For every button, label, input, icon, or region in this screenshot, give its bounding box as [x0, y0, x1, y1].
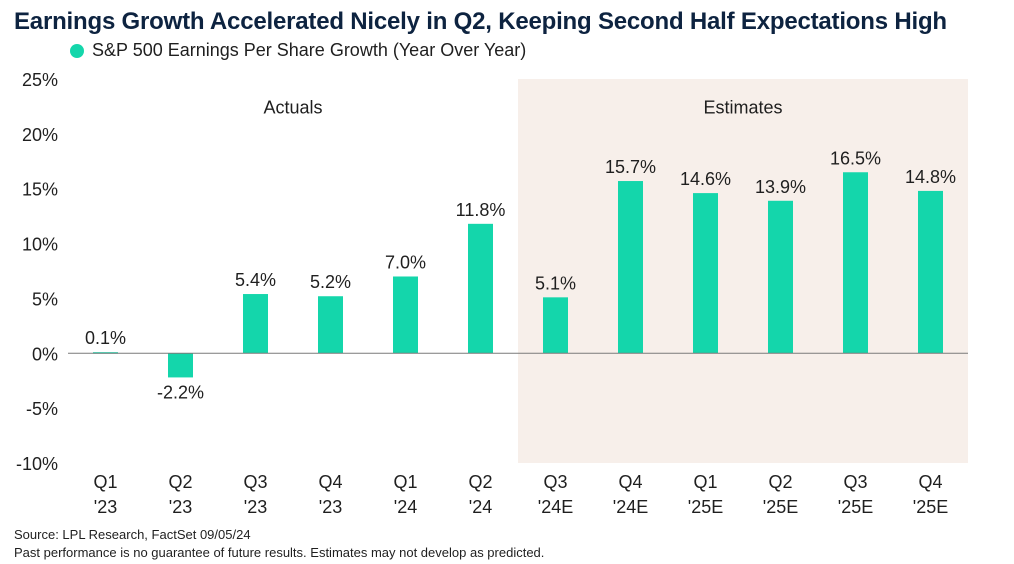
- x-tick-label: '25E: [838, 497, 873, 517]
- chart-title: Earnings Growth Accelerated Nicely in Q2…: [14, 8, 947, 35]
- legend-marker: [70, 43, 84, 58]
- disclaimer-note: Past performance is no guarantee of futu…: [14, 545, 545, 560]
- x-tick-label: '25E: [913, 497, 948, 517]
- y-tick-label: -5%: [26, 399, 58, 419]
- data-label: 14.6%: [680, 169, 731, 189]
- x-tick-label: '23: [319, 497, 342, 517]
- data-label: -2.2%: [157, 382, 204, 402]
- bar: [318, 296, 343, 354]
- x-tick-label: Q1: [93, 472, 117, 492]
- legend-label: S&P 500 Earnings Per Share Growth (Year …: [92, 40, 527, 60]
- bar: [618, 181, 643, 354]
- bar: [768, 200, 793, 354]
- y-tick-label: 20%: [22, 125, 58, 145]
- x-tick-label: Q2: [168, 472, 192, 492]
- x-tick-label: '24: [469, 497, 492, 517]
- y-tick-label: 15%: [22, 180, 58, 200]
- data-label: 0.1%: [85, 328, 126, 348]
- data-label: 5.4%: [235, 270, 276, 290]
- x-tick-label: '23: [169, 497, 192, 517]
- legend: S&P 500 Earnings Per Share Growth (Year …: [70, 40, 526, 61]
- data-label: 5.1%: [535, 273, 576, 293]
- region-label-actuals: Actuals: [263, 97, 322, 117]
- region-shade-estimates: [518, 79, 968, 463]
- x-tick-label: Q3: [543, 472, 567, 492]
- data-label: 7.0%: [385, 252, 426, 272]
- y-tick-label: 5%: [32, 289, 58, 309]
- y-tick-label: -10%: [16, 454, 58, 474]
- bar: [168, 353, 193, 378]
- x-tick-label: '23: [94, 497, 117, 517]
- region-label-estimates: Estimates: [703, 97, 782, 117]
- x-tick-label: '23: [244, 497, 267, 517]
- bar: [393, 276, 418, 354]
- x-tick-label: '24E: [538, 497, 573, 517]
- x-tick-label: Q3: [843, 472, 867, 492]
- x-tick-label: '24: [394, 497, 417, 517]
- bar: [543, 297, 568, 354]
- bar: [243, 294, 268, 354]
- bar: [693, 193, 718, 354]
- x-tick-label: Q4: [918, 472, 942, 492]
- data-label: 14.8%: [905, 167, 956, 187]
- x-tick-label: Q1: [393, 472, 417, 492]
- data-label: 13.9%: [755, 177, 806, 197]
- y-tick-label: 25%: [22, 70, 58, 90]
- x-tick-label: Q4: [618, 472, 642, 492]
- data-label: 15.7%: [605, 157, 656, 177]
- bar: [918, 190, 943, 354]
- bar: [843, 172, 868, 354]
- x-tick-label: Q1: [693, 472, 717, 492]
- x-tick-label: '24E: [613, 497, 648, 517]
- source-note: Source: LPL Research, FactSet 09/05/24: [14, 527, 251, 542]
- bar: [468, 223, 493, 354]
- x-tick-label: '25E: [763, 497, 798, 517]
- x-tick-label: '25E: [688, 497, 723, 517]
- data-label: 5.2%: [310, 272, 351, 292]
- data-label: 11.8%: [456, 200, 506, 220]
- y-tick-label: 10%: [22, 235, 58, 255]
- x-tick-label: Q4: [318, 472, 342, 492]
- x-tick-label: Q3: [243, 472, 267, 492]
- bar-chart: Actuals Estimates -10% -5% 0% 5% 10% 15% 20% 25% 0…: [16, 70, 968, 517]
- y-tick-label: 0%: [32, 344, 58, 364]
- data-label: 16.5%: [830, 148, 881, 168]
- x-tick-label: Q2: [468, 472, 492, 492]
- x-tick-label: Q2: [768, 472, 792, 492]
